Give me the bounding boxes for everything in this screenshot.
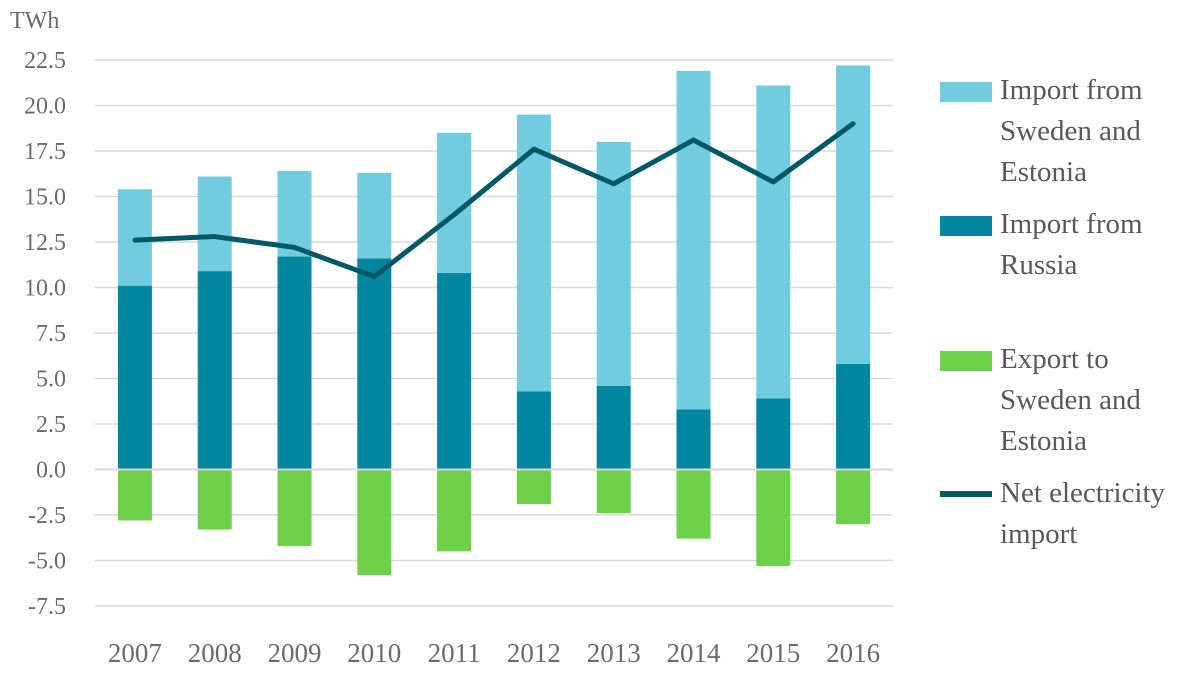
bar-import-sweden-estonia [676,70,711,410]
legend-label-line: import [1000,518,1078,550]
y-tick-label: 17.5 [24,139,66,165]
bar-export [437,469,472,552]
bar-import-russia [277,256,312,470]
legend-swatch-russia [940,216,992,236]
bar-import-sweden-estonia [756,85,791,399]
bar-import-russia [437,272,472,470]
bar-export [756,469,791,566]
x-tick-label: 2009 [268,638,322,668]
bar-export [596,469,631,514]
legend-label-line: Sweden and [1000,384,1141,416]
x-axis: 2007 2008 2009 2010 2011 2012 2013 2014 2015 2016 [108,638,880,668]
bar-export [117,469,152,521]
legend-swatch-export [940,351,992,371]
bar-import-russia [756,398,791,470]
bar-export [277,469,312,546]
x-tick-label: 2016 [826,638,880,668]
x-tick-label: 2008 [188,638,242,668]
legend-label-line: Estonia [1000,425,1087,457]
y-tick-label: 7.5 [36,321,66,347]
y-tick-label: -2.5 [28,503,66,529]
legend-label-line: Russia [1000,249,1078,281]
legend-label-line: Import from [1000,208,1143,240]
bars [117,65,871,576]
legend-label-line: Export to [1000,343,1109,375]
bar-export [357,469,392,576]
y-tick-label: 20.0 [24,94,66,120]
bar-export [197,469,232,530]
x-tick-label: 2010 [347,638,401,668]
x-tick-label: 2014 [667,638,722,668]
legend-line-net [940,491,992,497]
bar-import-russia [197,271,232,470]
y-tick-label: 2.5 [36,412,66,438]
y-tick-label: 0.0 [36,458,66,484]
net-import-polyline [132,121,856,280]
bar-import-russia [117,285,152,470]
legend-label-line: Net electricity [1000,477,1166,509]
y-tick-label: -5.0 [28,549,66,575]
bar-import-sweden-estonia [197,176,232,272]
bar-import-russia [676,409,711,470]
legend-label-line: Sweden and [1000,115,1141,147]
bar-import-sweden-estonia [357,172,392,259]
y-tick-label: -7.5 [28,594,66,620]
x-tick-label: 2007 [108,638,162,668]
x-tick-label: 2013 [587,638,641,668]
bar-import-russia [596,385,631,470]
y-axis: 22.5 20.0 17.5 15.0 12.5 10.0 7.5 5.0 2.5 0.0 -2.5… [24,48,66,620]
y-tick-label: 5.0 [36,367,66,393]
legend-label-line: Import from [1000,74,1143,106]
legend-swatch-sweden-estonia [940,82,992,102]
bar-export [516,469,551,505]
x-tick-label: 2012 [507,638,561,668]
bar-import-russia [836,363,871,470]
bar-export [836,469,871,525]
bar-import-russia [516,391,551,470]
bar-import-russia [357,258,392,470]
y-tick-label: 22.5 [24,48,66,74]
y-unit-label: TWh [10,8,59,34]
x-tick-label: 2011 [428,638,481,668]
y-tick-label: 10.0 [24,276,66,302]
bar-import-sweden-estonia [836,65,871,364]
y-tick-label: 12.5 [24,230,66,256]
y-tick-label: 15.0 [24,185,66,211]
legend-label-line: Estonia [1000,156,1087,188]
x-tick-label: 2015 [746,638,800,668]
bar-import-sweden-estonia [277,171,312,257]
bar-export [676,469,711,539]
net-import-line [132,121,856,280]
